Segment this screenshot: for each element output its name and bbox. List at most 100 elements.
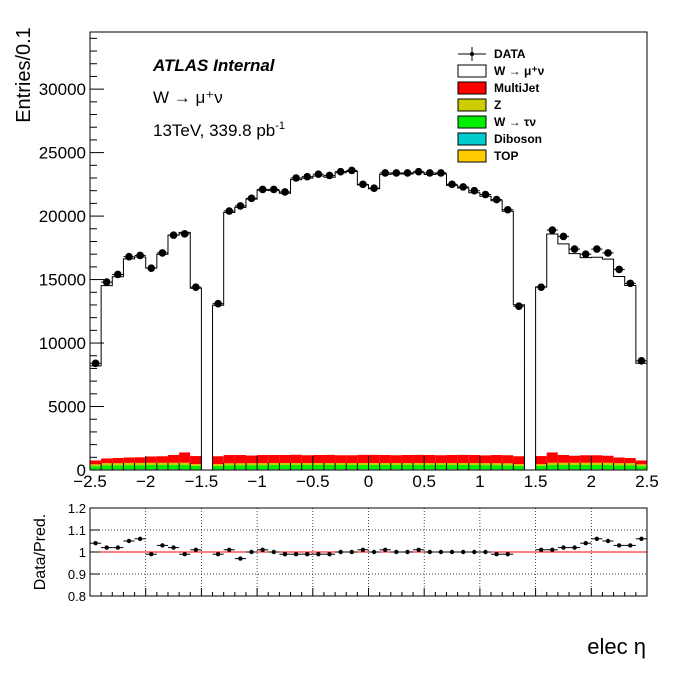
stack-bar-w bbox=[313, 465, 324, 469]
stack-bar-multijet bbox=[90, 460, 101, 464]
stack-bar-w bbox=[536, 287, 547, 456]
stack-bar-multijet bbox=[380, 455, 391, 463]
x-tick-label: 1 bbox=[475, 472, 484, 491]
stack-bar-w bbox=[357, 185, 368, 455]
stack-bar-z bbox=[369, 463, 380, 465]
ratio-y-tick-label: 0.8 bbox=[68, 589, 86, 604]
stack-bar-w bbox=[391, 465, 402, 469]
stack-bar-w bbox=[179, 465, 190, 469]
stack-bar-w bbox=[235, 207, 246, 455]
stack-bar-w bbox=[90, 466, 101, 469]
stack-bar-w bbox=[480, 465, 491, 469]
stack-bar-w bbox=[536, 466, 547, 469]
y-tick-label: 30000 bbox=[39, 80, 86, 99]
stack-bar-w bbox=[135, 257, 146, 457]
stack-bar-multijet bbox=[324, 455, 335, 463]
stack-bar-w bbox=[614, 465, 625, 469]
stack-bar-z bbox=[602, 463, 613, 465]
stack-bar-multijet bbox=[469, 455, 480, 463]
stack-bar-w bbox=[614, 277, 625, 458]
stack-bar-w bbox=[391, 174, 402, 455]
stack-bar-z bbox=[424, 463, 435, 465]
stack-bar-w bbox=[602, 465, 613, 469]
stack-bar-w bbox=[380, 174, 391, 455]
y-tick-label: 15000 bbox=[39, 271, 86, 290]
stack-bar-w bbox=[146, 465, 157, 469]
stack-bar-multijet bbox=[257, 455, 268, 463]
stack-bar-multijet bbox=[279, 455, 290, 463]
stack-bar-multijet bbox=[190, 456, 201, 464]
stack-bar-w bbox=[458, 465, 469, 469]
stack-bar-z bbox=[224, 463, 235, 465]
stack-bar-multijet bbox=[246, 456, 257, 464]
stack-bar-z bbox=[112, 463, 123, 465]
stack-bar-multijet bbox=[536, 456, 547, 464]
stack-bar-z bbox=[157, 463, 168, 465]
stack-bar-z bbox=[135, 463, 146, 465]
stack-bar-multijet bbox=[112, 458, 123, 463]
stack-bar-z bbox=[235, 463, 246, 465]
stack-bar-z bbox=[513, 464, 524, 466]
stack-bar-w bbox=[591, 465, 602, 469]
x-tick-label: 0.5 bbox=[412, 472, 436, 491]
legend-label: TOP bbox=[494, 149, 518, 163]
stack-bar-z bbox=[569, 463, 580, 465]
stack-bar-multijet bbox=[491, 455, 502, 463]
stack-bar-w bbox=[246, 465, 257, 469]
stack-bar-w bbox=[357, 465, 368, 469]
stack-bar-z bbox=[302, 463, 313, 465]
stack-bar-w bbox=[179, 232, 190, 452]
stack-bar-multijet bbox=[302, 455, 313, 463]
stack-bar-w bbox=[213, 466, 224, 469]
stack-bar-w bbox=[491, 201, 502, 455]
stack-bar-w bbox=[625, 286, 636, 458]
x-tick-label: 2 bbox=[587, 472, 596, 491]
stack-bar-w bbox=[346, 465, 357, 469]
stack-bar-w bbox=[168, 235, 179, 455]
legend-label: Diboson bbox=[494, 132, 542, 146]
stack-bar-w bbox=[591, 257, 602, 455]
stack-bar-w bbox=[101, 286, 112, 459]
stack-bar-multijet bbox=[168, 455, 179, 463]
stack-bar-w bbox=[580, 465, 591, 469]
stack-bar-w bbox=[335, 465, 346, 469]
stack-bar-w bbox=[190, 288, 201, 456]
stack-bar-z bbox=[357, 463, 368, 465]
x-tick-label: −0.5 bbox=[296, 472, 330, 491]
stack-bar-multijet bbox=[101, 458, 112, 463]
stack-bar-w bbox=[313, 176, 324, 455]
stack-bar-multijet bbox=[602, 456, 613, 463]
stack-bar-multijet bbox=[346, 455, 357, 463]
legend-label: MultiJet bbox=[494, 81, 539, 95]
stack-bar-z bbox=[146, 463, 157, 465]
process-label: W → μ⁺ν bbox=[153, 88, 223, 107]
stack-bar-multijet bbox=[235, 455, 246, 463]
x-tick-label: 1.5 bbox=[524, 472, 548, 491]
legend-entry: W → μ⁺ν bbox=[458, 64, 545, 78]
stack-bar-w bbox=[101, 465, 112, 469]
stack-bar-multijet bbox=[291, 455, 302, 463]
stack-bar-w bbox=[469, 465, 480, 469]
stack-bar-w bbox=[324, 465, 335, 469]
stack-bar-w bbox=[458, 188, 469, 455]
lumi-label-exponent: -1 bbox=[275, 120, 285, 132]
stack-bar-z bbox=[491, 463, 502, 465]
stack-bar-w bbox=[480, 196, 491, 455]
legend-entry: W → τν bbox=[458, 115, 536, 129]
stack-bar-multijet bbox=[424, 455, 435, 463]
stack-bar-z bbox=[123, 463, 134, 465]
stack-bar-w bbox=[446, 465, 457, 469]
stack-bar-z bbox=[257, 463, 268, 465]
stack-bar-w bbox=[213, 305, 224, 456]
stack-bar-multijet bbox=[446, 455, 457, 463]
x-axis-label: elec η bbox=[587, 634, 646, 659]
stack-bar-z bbox=[279, 463, 290, 465]
x-tick-label: −2 bbox=[136, 472, 155, 491]
stack-bar-multijet bbox=[558, 455, 569, 463]
stack-bar-z bbox=[246, 463, 257, 465]
stack-bar-multijet bbox=[213, 456, 224, 464]
stack-bar-w bbox=[424, 465, 435, 469]
stack-bar-w bbox=[402, 465, 413, 469]
stack-bar-z bbox=[391, 463, 402, 465]
stack-bar-w bbox=[402, 174, 413, 455]
